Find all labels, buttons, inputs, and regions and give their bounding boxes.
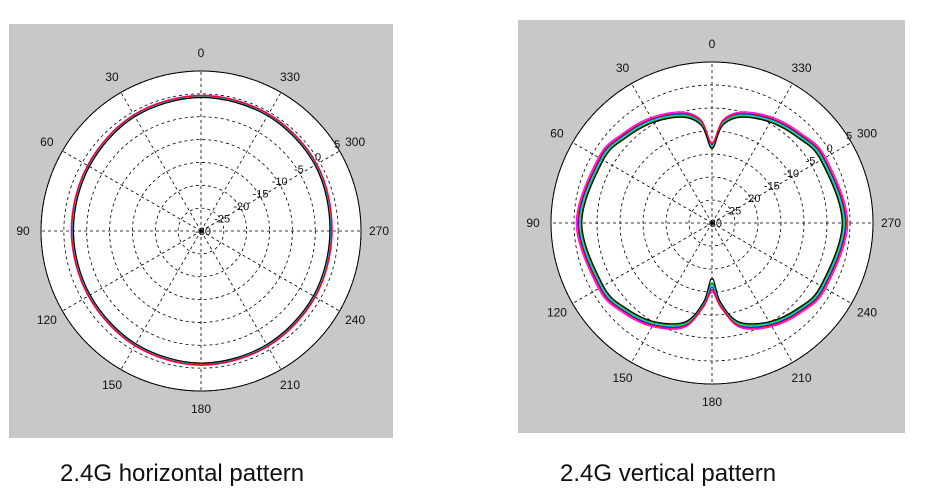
range-tick-label: -25 — [725, 205, 741, 217]
angle-tick-label: 60 — [40, 135, 54, 149]
angle-tick-label: 270 — [369, 224, 389, 238]
range-ring — [177, 207, 225, 255]
range-tick-label: -5 — [294, 164, 304, 176]
pattern-series-line — [577, 112, 847, 329]
pattern-series-line — [580, 115, 844, 326]
range-ring — [63, 93, 339, 369]
pattern-series-line — [577, 113, 847, 328]
angle-tick-label: 60 — [550, 127, 564, 141]
angle-tick-label: 120 — [547, 306, 567, 320]
angle-tick-label: 300 — [857, 127, 877, 141]
range-tick-label: -30 — [706, 218, 722, 230]
range-tick-label: -10 — [272, 176, 288, 188]
range-ring — [688, 199, 736, 247]
angle-spoke — [631, 222, 713, 363]
range-tick-label: -15 — [764, 180, 780, 192]
pattern-series-line — [578, 114, 846, 327]
angle-spoke — [572, 222, 713, 304]
angle-spoke — [711, 222, 852, 304]
range-tick-label: 5 — [334, 139, 340, 151]
angle-tick-label: 30 — [105, 70, 119, 84]
range-tick-label: 0 — [315, 151, 321, 163]
horizontal-pattern-caption: 2.4G horizontal pattern — [60, 460, 305, 487]
angle-tick-label: 30 — [616, 61, 630, 75]
angle-spoke — [572, 142, 713, 224]
pattern-series-line — [71, 95, 332, 365]
pattern-series-line — [71, 95, 333, 366]
angle-tick-label: 150 — [612, 371, 632, 385]
range-ring — [550, 61, 874, 385]
angle-tick-label: 90 — [16, 224, 30, 238]
range-ring — [154, 184, 248, 278]
range-tick-label: -5 — [806, 155, 816, 167]
angle-spoke — [711, 83, 793, 224]
angle-tick-label: 210 — [280, 378, 300, 392]
vertical-pattern-chart: 0 330 300 270 240 210 180 150 120 90 60 30 -30-25 -20… — [526, 37, 901, 409]
pattern-series-line — [72, 96, 331, 364]
range-tick-label: 0 — [827, 143, 833, 155]
angle-spoke — [62, 150, 202, 232]
angle-spoke — [200, 230, 340, 312]
angle-tick-label: 300 — [345, 135, 365, 149]
angle-tick-label: 0 — [198, 46, 205, 60]
angle-tick-label: 180 — [702, 395, 722, 409]
range-tick-label: -25 — [214, 214, 230, 226]
range-ring — [665, 176, 759, 270]
angle-tick-label: 0 — [709, 37, 716, 51]
angle-tick-label: 90 — [526, 216, 540, 230]
vertical-pattern-caption: 2.4G vertical pattern — [560, 460, 777, 487]
horizontal-pattern-chart: 0 330 300 270 240 210 180 150 120 90 60 30 -30-25-20… — [16, 46, 389, 416]
angle-tick-label: 270 — [881, 216, 901, 230]
angle-spoke — [62, 230, 202, 312]
angle-tick-label: 240 — [345, 313, 365, 327]
horizontal-pattern-panel: 0 330 300 270 240 210 180 150 120 90 60 30 -30 -25 -20… — [9, 24, 393, 438]
angle-spoke — [711, 222, 793, 363]
range-tick-label: 5 — [846, 130, 852, 142]
range-tick-label: -20 — [233, 201, 249, 213]
angle-tick-label: 180 — [191, 402, 211, 416]
angle-tick-label: 330 — [280, 70, 300, 84]
angle-tick-label: 330 — [791, 61, 811, 75]
pattern-series-line — [581, 116, 843, 325]
pattern-series-line — [575, 111, 849, 330]
range-tick-label: -20 — [745, 193, 761, 205]
angle-spoke — [631, 83, 713, 224]
range-tick-label: -30 — [195, 226, 211, 238]
angle-tick-label: 240 — [857, 306, 877, 320]
range-tick-label: -15 — [253, 189, 269, 201]
angle-tick-label: 120 — [37, 313, 57, 327]
angle-spoke — [120, 230, 202, 370]
range-ring — [40, 70, 362, 392]
range-tick-label: -10 — [783, 168, 799, 180]
angle-tick-label: 210 — [791, 371, 811, 385]
angle-spoke — [711, 142, 852, 224]
vertical-pattern-panel: 0 330 300 270 240 210 180 150 120 90 60 30 -30 -25 -20… — [518, 20, 905, 433]
angle-tick-label: 150 — [102, 378, 122, 392]
